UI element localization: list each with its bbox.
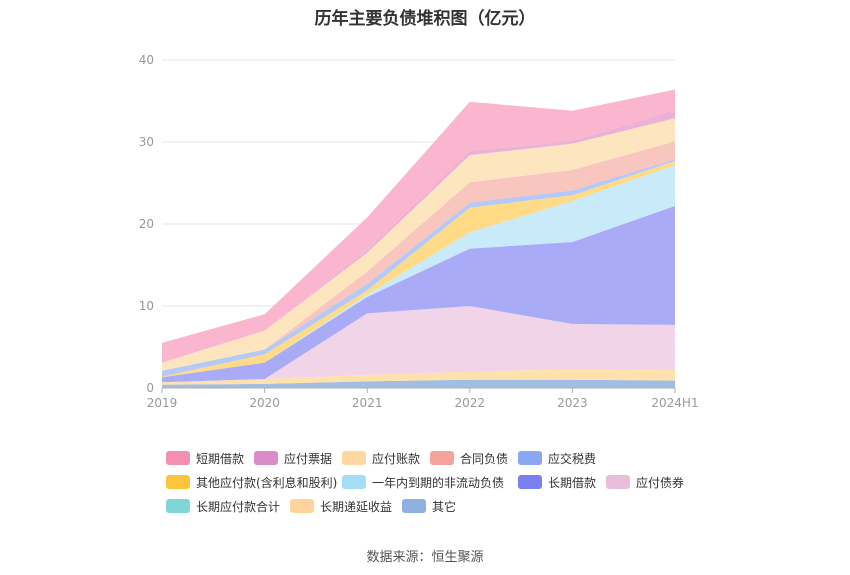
legend-item[interactable]: 合同负债 [430, 449, 508, 467]
area-series-短期借款 [162, 89, 675, 363]
legend-swatch [402, 499, 426, 513]
stacked-area-chart: 0 10 20 30 40 2019 2020 2021 2022 2023 2024H1 [139, 53, 699, 410]
area-series-应付债券 [162, 306, 675, 383]
legend-item[interactable]: 其它 [402, 497, 456, 515]
area-series-合同负债 [162, 141, 675, 371]
y-tick-label: 30 [139, 135, 154, 149]
area-series [162, 89, 675, 388]
area-series-其它 [162, 379, 675, 388]
legend-swatch [342, 451, 366, 465]
legend-label: 应付票据 [284, 451, 333, 466]
legend-swatch [518, 451, 542, 465]
legend-swatch [254, 451, 278, 465]
x-tick-label: 2022 [455, 396, 486, 410]
legend-label: 短期借款 [196, 451, 245, 466]
legend-swatch [166, 499, 190, 513]
legend-item[interactable]: 长期应付款合计 [166, 497, 280, 515]
legend-swatch [430, 451, 454, 465]
legend-label: 长期递延收益 [320, 499, 393, 514]
legend-label: 其它 [432, 499, 457, 514]
x-tick-label: 2023 [557, 396, 588, 410]
legend-swatch [606, 475, 630, 489]
legend-item[interactable]: 长期递延收益 [290, 497, 392, 515]
legend-label: 长期应付款合计 [196, 499, 281, 514]
legend-label: 其他应付款(含利息和股利) [196, 475, 338, 490]
legend-item[interactable]: 一年内到期的非流动负债 [342, 473, 504, 491]
y-tick-label: 20 [139, 217, 154, 231]
legend-label: 一年内到期的非流动负债 [372, 475, 505, 490]
legend-swatch [166, 475, 190, 489]
area-series-长期递延收益 [162, 369, 675, 385]
legend-item[interactable]: 其他应付款(含利息和股利) [166, 473, 337, 491]
legend-item[interactable]: 应付债券 [606, 473, 684, 491]
area-series-其他应付款(含利息和股利) [162, 160, 675, 378]
legend-swatch [518, 475, 542, 489]
axes: 0 10 20 30 40 2019 2020 2021 2022 2023 2024H1 [139, 53, 699, 410]
legend-label: 应交税费 [548, 451, 597, 466]
legend-swatch [166, 451, 190, 465]
x-tick-label: 2021 [352, 396, 383, 410]
legend-item[interactable]: 长期借款 [518, 473, 596, 491]
chart-title: 历年主要负债堆积图（亿元） [314, 9, 536, 29]
y-tick-label: 10 [139, 299, 154, 313]
y-tick-label: 40 [139, 53, 154, 67]
area-series-应付账款 [162, 118, 675, 371]
x-tick-label: 2024H1 [651, 396, 698, 410]
data-source-note: 数据来源：恒生聚源 [366, 550, 484, 565]
legend-swatch [342, 475, 366, 489]
legend-label: 长期借款 [548, 475, 597, 490]
legend-swatch [290, 499, 314, 513]
legend-item[interactable]: 应付账款 [342, 449, 420, 467]
legend-item[interactable]: 应付票据 [254, 449, 332, 467]
legend-label: 应付债券 [636, 475, 685, 490]
x-tick-label: 2019 [147, 396, 178, 410]
legend-label: 应付账款 [372, 451, 421, 466]
x-tick-label: 2020 [249, 396, 280, 410]
area-series-一年内到期的非流动负债 [162, 165, 675, 378]
legend-item[interactable]: 应交税费 [518, 449, 596, 467]
legend-item[interactable]: 短期借款 [166, 449, 244, 467]
area-series-长期借款 [162, 206, 675, 383]
y-tick-label: 0 [146, 381, 154, 395]
legend-label: 合同负债 [460, 451, 509, 466]
